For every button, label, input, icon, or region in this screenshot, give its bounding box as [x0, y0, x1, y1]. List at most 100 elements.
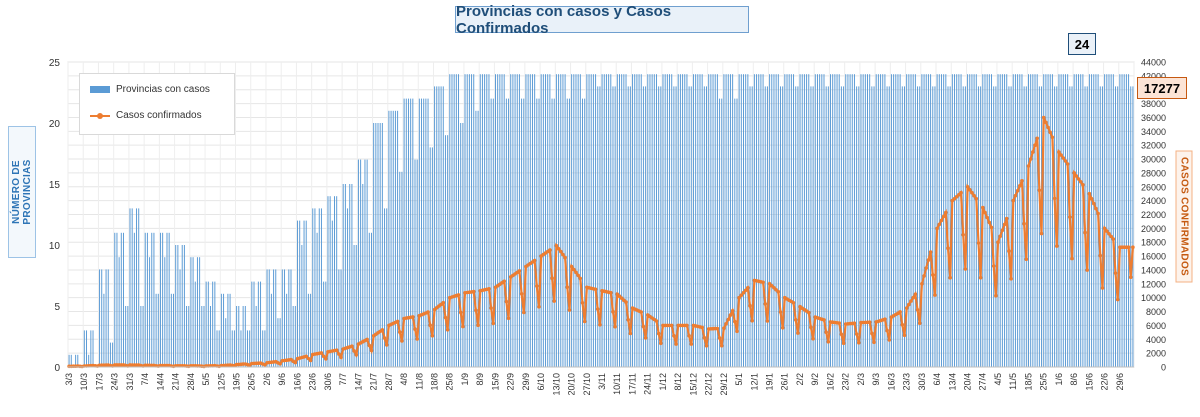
province-bar: [812, 86, 814, 368]
province-bar: [120, 232, 122, 367]
province-bar: [801, 74, 803, 367]
province-bar: [199, 257, 201, 367]
y-tick-right: 0: [1161, 363, 1166, 373]
province-bar: [146, 232, 148, 367]
case-point-group: [67, 115, 1135, 369]
province-bar: [166, 232, 168, 367]
y-tick-right: 2000: [1146, 349, 1166, 359]
case-point: [1087, 191, 1092, 196]
province-bar: [286, 293, 288, 367]
province-bar: [501, 74, 503, 367]
case-point: [659, 341, 663, 346]
province-bar: [105, 269, 107, 367]
province-bar: [318, 208, 320, 367]
province-bar: [203, 306, 205, 367]
chart-title: Provincias con casos y Casos Confirmados: [455, 3, 749, 37]
province-bar: [1110, 74, 1112, 367]
case-point: [519, 292, 524, 296]
province-bar: [236, 306, 238, 367]
case-point: [413, 327, 417, 331]
province-bar: [518, 74, 520, 367]
x-tick-label: 6/10: [536, 373, 546, 391]
province-bar: [347, 208, 349, 367]
case-point: [565, 285, 570, 290]
province-bar: [227, 293, 229, 367]
case-point: [321, 354, 326, 359]
case-point: [1063, 159, 1068, 163]
y-tick-right: 34000: [1141, 127, 1166, 137]
province-bar: [288, 269, 290, 367]
province-bar: [840, 86, 842, 368]
province-bar: [194, 281, 196, 367]
province-bar: [497, 74, 499, 367]
y-tick-right: 44000: [1141, 58, 1166, 68]
province-bar: [177, 245, 179, 367]
province-bar: [390, 110, 392, 368]
case-point: [793, 318, 798, 322]
province-bar: [564, 74, 566, 367]
province-bar: [214, 281, 216, 367]
legend-label-provinces: Provincias con casos: [116, 84, 210, 95]
province-bar: [427, 98, 429, 367]
x-tick-label: 17/3: [95, 373, 105, 391]
province-bar: [1067, 74, 1069, 367]
province-bar: [281, 269, 283, 367]
province-bar: [788, 74, 790, 367]
case-point: [885, 328, 889, 333]
province-bar: [325, 281, 327, 367]
case-point: [354, 353, 359, 357]
province-bar: [1043, 74, 1045, 367]
province-bar: [512, 74, 514, 367]
province-bar: [301, 245, 303, 367]
case-point: [987, 220, 992, 225]
case-point: [935, 226, 939, 231]
case-point: [1072, 171, 1076, 175]
case-point: [350, 344, 354, 349]
province-bar: [888, 86, 890, 368]
province-bar: [1080, 74, 1082, 367]
province-bar: [682, 74, 684, 367]
province-bar: [821, 74, 823, 367]
province-bar: [1049, 74, 1051, 367]
case-point: [746, 286, 750, 290]
province-bar: [1091, 74, 1093, 367]
case-point: [854, 332, 859, 336]
case-point: [337, 352, 341, 356]
province-bar: [168, 232, 170, 367]
province-bar: [207, 281, 209, 367]
y-tick-right: 16000: [1141, 252, 1166, 262]
province-bar: [947, 86, 949, 368]
province-bar: [1121, 74, 1123, 367]
province-bar: [795, 86, 797, 368]
province-bar: [814, 74, 816, 367]
province-bar: [351, 184, 353, 367]
province-bar: [112, 342, 114, 367]
province-bar: [503, 74, 505, 367]
y-tick-right: 6000: [1146, 321, 1166, 331]
province-bar: [407, 98, 409, 367]
province-bar: [310, 293, 312, 367]
province-bar: [560, 74, 562, 367]
province-bar: [880, 74, 882, 367]
province-bar: [893, 74, 895, 367]
province-bar: [464, 74, 466, 367]
x-tick-label: 19/5: [232, 373, 242, 391]
province-bar: [662, 74, 664, 367]
case-point: [1048, 130, 1052, 135]
x-tick-label: 21/7: [369, 373, 379, 391]
province-bar: [999, 74, 1001, 367]
case-point: [339, 355, 343, 360]
province-bar: [388, 110, 390, 368]
case-point: [517, 269, 522, 273]
province-bar: [495, 74, 496, 367]
case-point: [948, 275, 952, 280]
province-bar: [808, 74, 810, 367]
case-point: [380, 328, 385, 332]
case-point: [911, 295, 915, 300]
case-point: [1113, 271, 1118, 275]
province-bar: [753, 74, 755, 367]
x-tick-label: 15/6: [1084, 373, 1094, 391]
case-point: [867, 320, 872, 325]
province-bar: [349, 184, 351, 367]
province-bar: [1017, 74, 1019, 367]
